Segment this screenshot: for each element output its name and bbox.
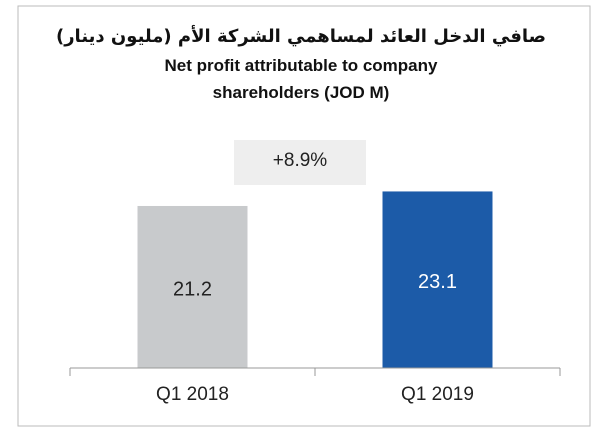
annotation: +8.9% (273, 150, 328, 171)
annotation-box (234, 140, 366, 185)
bar (382, 191, 493, 368)
x-tick-label: Q1 2019 (401, 384, 474, 405)
chart-title: صافي الدخل العائد لمساهمي الشركة الأم (م… (55, 26, 547, 47)
data-label: 23.1 (418, 271, 457, 293)
data-label: 21.2 (173, 278, 212, 300)
titles: صافي الدخل العائد لمساهمي الشركة الأم (م… (0, 24, 602, 106)
bar (137, 205, 248, 368)
chart-subtitle: Net profit attributable to company share… (164, 56, 438, 102)
x-tick-label: Q1 2018 (156, 384, 229, 405)
frame (17, 5, 591, 427)
